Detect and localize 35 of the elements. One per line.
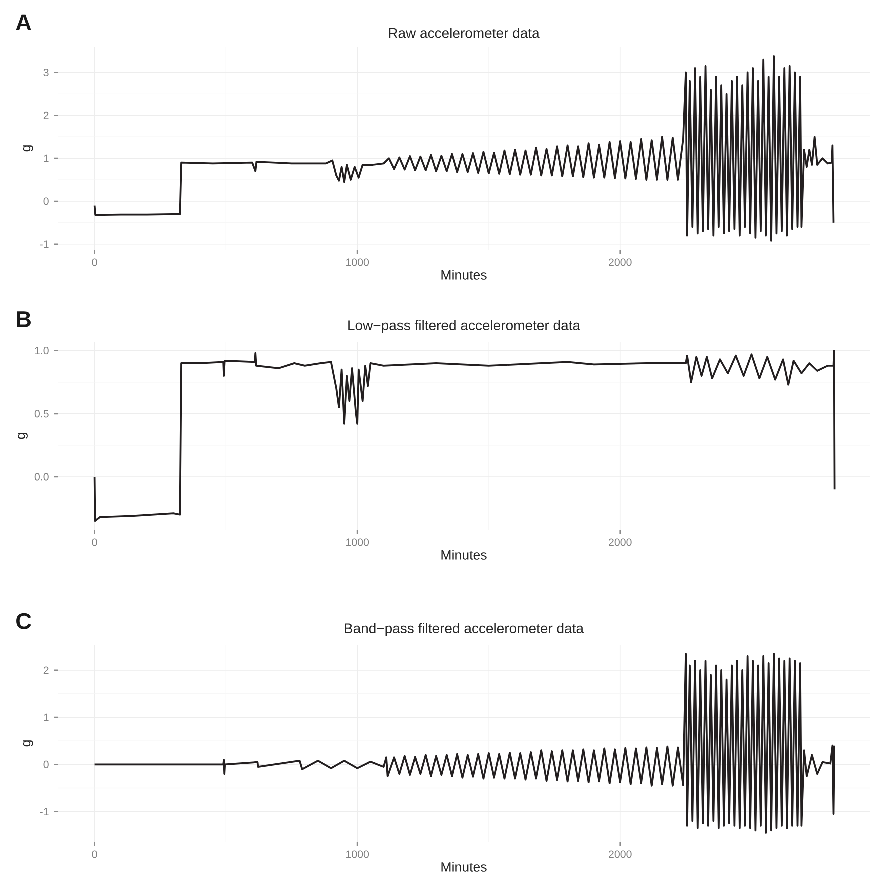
chart-title: Band−pass filtered accelerometer data bbox=[345, 623, 584, 636]
y-tick-label: 2 bbox=[44, 112, 49, 120]
y-tick-label: 0.5 bbox=[34, 410, 49, 418]
x-axis-title: Minutes bbox=[442, 862, 487, 872]
line-series bbox=[94, 55, 835, 242]
y-tick-label: 3 bbox=[44, 68, 49, 77]
text: C bbox=[16, 613, 32, 630]
line-series bbox=[94, 350, 836, 522]
x-axis-title: Minutes bbox=[442, 270, 487, 280]
y-axis-title: g bbox=[23, 740, 34, 747]
y-tick-label: 1 bbox=[44, 154, 49, 162]
chart-title: Low−pass filtered accelerometer data bbox=[348, 320, 580, 334]
x-tick-label: 0 bbox=[92, 538, 98, 546]
y-tick-label: 1.0 bbox=[35, 347, 49, 355]
x-tick-label: 2000 bbox=[609, 850, 632, 858]
x-tick-label: 0 bbox=[92, 850, 98, 858]
y-axis-title: g bbox=[23, 146, 34, 152]
y-axis-title: g bbox=[18, 433, 28, 440]
y-tick-label: 0 bbox=[44, 760, 49, 768]
x-tick-label: 2000 bbox=[609, 538, 632, 546]
x-tick-label: 1000 bbox=[346, 850, 370, 858]
x-tick-label: 1000 bbox=[346, 258, 370, 266]
x-axis-title: Minutes bbox=[442, 550, 487, 560]
text: A bbox=[16, 14, 32, 30]
y-tick-label: 1 bbox=[44, 714, 49, 722]
y-tick-label: 0 bbox=[44, 198, 49, 206]
y-tick-label: -1 bbox=[40, 808, 49, 816]
text: B bbox=[17, 312, 31, 328]
y-tick-label: 2 bbox=[44, 666, 49, 674]
x-tick-label: 1000 bbox=[346, 538, 370, 546]
y-tick-label: 0.0 bbox=[34, 473, 49, 481]
chart-title: Raw accelerometer data bbox=[389, 28, 540, 38]
x-tick-label: 0 bbox=[92, 258, 98, 266]
y-tick-label: -1 bbox=[40, 240, 49, 248]
x-tick-label: 2000 bbox=[609, 258, 632, 266]
